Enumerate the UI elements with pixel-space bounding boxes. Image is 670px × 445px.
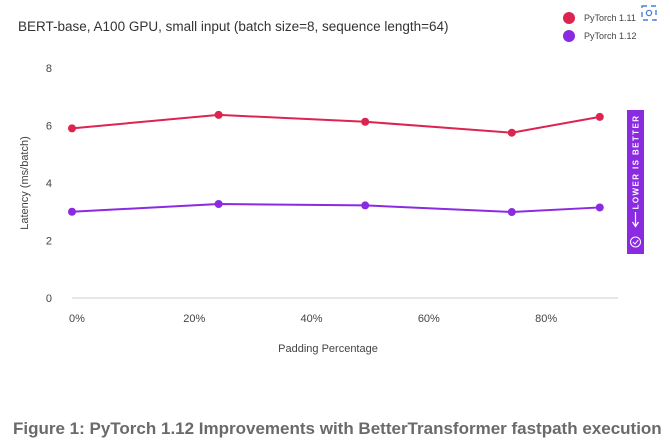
data-point[interactable] bbox=[507, 208, 516, 217]
legend-marker[interactable] bbox=[563, 12, 575, 24]
series-1 bbox=[68, 110, 604, 137]
data-point[interactable] bbox=[595, 112, 604, 121]
series-2 bbox=[68, 199, 604, 217]
x-tick-label: 20% bbox=[183, 313, 205, 325]
data-point[interactable] bbox=[361, 201, 370, 210]
x-axis-ticks: 0% 20% 40% 60% 80% bbox=[69, 313, 557, 325]
legend-marker[interactable] bbox=[563, 30, 575, 42]
y-tick-label: 0 bbox=[46, 293, 52, 305]
badge-text: LOWER IS BETTER bbox=[632, 115, 641, 210]
data-point[interactable] bbox=[595, 203, 604, 212]
legend: PyTorch 1.11 PyTorch 1.12 bbox=[563, 12, 637, 42]
legend-label[interactable]: PyTorch 1.11 bbox=[584, 13, 636, 23]
data-point[interactable] bbox=[507, 128, 516, 137]
check-circle-icon bbox=[630, 236, 641, 248]
data-point[interactable] bbox=[68, 124, 76, 133]
data-point[interactable] bbox=[68, 207, 76, 216]
y-axis-ticks: 0 2 4 6 8 bbox=[46, 63, 52, 305]
lower-is-better-badge: LOWER IS BETTER bbox=[627, 110, 644, 254]
y-tick-label: 6 bbox=[46, 121, 52, 133]
screenshot-tool-icon[interactable] bbox=[641, 5, 657, 21]
chart-title: BERT-base, A100 GPU, small input (batch … bbox=[18, 19, 449, 34]
x-axis-label: Padding Percentage bbox=[278, 343, 378, 355]
data-point[interactable] bbox=[361, 117, 370, 126]
data-point[interactable] bbox=[214, 199, 223, 208]
series-line bbox=[71, 113, 600, 134]
series-line bbox=[71, 202, 600, 214]
y-tick-label: 2 bbox=[46, 236, 52, 248]
down-arrow-icon bbox=[632, 212, 639, 228]
x-tick-label: 60% bbox=[418, 313, 440, 325]
x-tick-label: 40% bbox=[301, 313, 323, 325]
badge-background bbox=[627, 110, 644, 254]
x-tick-label: 0% bbox=[69, 313, 85, 325]
figure-caption: Figure 1: PyTorch 1.12 Improvements with… bbox=[13, 419, 662, 438]
y-axis-label: Latency (ms/batch) bbox=[19, 136, 31, 230]
series-layer bbox=[68, 110, 604, 217]
y-tick-label: 4 bbox=[46, 178, 52, 190]
line-chart: BERT-base, A100 GPU, small input (batch … bbox=[18, 5, 657, 355]
data-point[interactable] bbox=[214, 110, 223, 119]
y-tick-label: 8 bbox=[46, 63, 52, 75]
legend-label[interactable]: PyTorch 1.12 bbox=[584, 31, 637, 41]
x-tick-label: 80% bbox=[535, 313, 557, 325]
